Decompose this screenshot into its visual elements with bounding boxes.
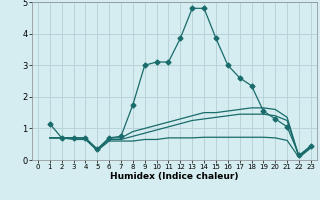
X-axis label: Humidex (Indice chaleur): Humidex (Indice chaleur) <box>110 172 239 181</box>
